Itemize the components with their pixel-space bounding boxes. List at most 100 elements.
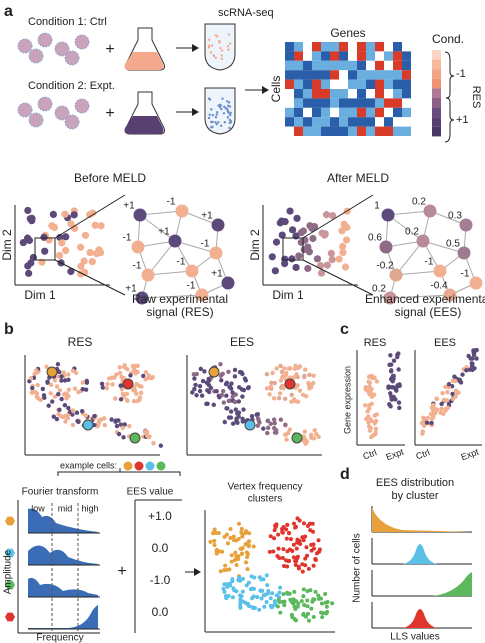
cell-dot xyxy=(269,381,273,385)
scatter-dot xyxy=(281,256,288,263)
cell xyxy=(75,99,89,113)
expr-dot xyxy=(392,395,396,399)
expr-dot xyxy=(363,403,367,407)
heatmap-cell xyxy=(402,127,411,136)
scatter-dot xyxy=(62,233,69,240)
heatmap-cell xyxy=(384,80,393,89)
condition-cell xyxy=(432,88,441,98)
y-axis-title: Amplitude xyxy=(3,549,14,594)
heatmap-cell xyxy=(303,117,312,126)
expr-dot xyxy=(396,367,400,371)
heatmap-cell xyxy=(330,42,339,51)
cell-dot xyxy=(144,429,148,433)
x-tick-label: Expt xyxy=(460,446,481,462)
scatter-dot xyxy=(93,250,100,257)
heatmap-cell xyxy=(384,42,393,51)
cell-dot xyxy=(208,540,212,544)
tube-cell xyxy=(227,110,229,112)
cell-dot xyxy=(304,545,308,549)
cell-dot xyxy=(63,403,67,407)
tube-cell xyxy=(216,113,218,115)
tube-cell xyxy=(223,112,225,114)
heatmap-cell xyxy=(312,51,321,60)
scatter-dot xyxy=(322,230,329,237)
cell-dot xyxy=(287,366,291,370)
expr-dot xyxy=(464,368,468,372)
heatmap-cell xyxy=(357,42,366,51)
cell xyxy=(18,39,32,53)
node-label: 0.3 xyxy=(448,211,462,222)
cell-dot xyxy=(308,588,312,592)
cell-dot xyxy=(226,370,230,374)
cell-dot xyxy=(237,385,241,389)
cell-dot xyxy=(233,374,237,378)
cell-dot xyxy=(217,531,221,535)
heatmap-cell xyxy=(366,127,375,136)
graph-node xyxy=(222,277,235,290)
cell-dot xyxy=(244,560,248,564)
heatmap-cell xyxy=(402,80,411,89)
cell xyxy=(65,51,79,65)
heatmap-cell xyxy=(366,70,375,79)
condition-level: +1 xyxy=(456,114,469,126)
cell-dot xyxy=(223,564,227,568)
condition-label: Condition 1: Ctrl xyxy=(28,16,107,28)
cell-dot xyxy=(293,399,297,403)
expr-dot xyxy=(471,348,475,352)
heatmap-cell xyxy=(357,127,366,136)
heatmap-cell xyxy=(294,70,303,79)
cell-dot xyxy=(278,611,282,615)
condition-cell xyxy=(432,50,441,60)
heatmap-cell xyxy=(330,70,339,79)
cell-dot xyxy=(272,536,276,540)
cell-dot xyxy=(304,615,308,619)
tube-cell xyxy=(212,114,214,116)
cell-dot xyxy=(278,364,282,368)
scatter-dot xyxy=(28,217,35,224)
cell-dot xyxy=(273,430,277,434)
heatmap-cell xyxy=(393,98,402,107)
caption: signal (RES) xyxy=(146,305,213,319)
scatter-dot xyxy=(295,252,302,259)
map-title: RES xyxy=(68,335,93,349)
heatmap-cell xyxy=(330,98,339,107)
cell-dot xyxy=(280,370,284,374)
x-axis-title: LLS values xyxy=(390,632,439,643)
heatmap-cell xyxy=(375,42,384,51)
cell-dot xyxy=(245,583,249,587)
cell-dot xyxy=(105,386,109,390)
cell-dot xyxy=(298,518,302,522)
cell-dot xyxy=(66,406,70,410)
cell-dot xyxy=(230,390,234,394)
example-cell xyxy=(146,462,155,471)
cell-dot xyxy=(318,548,322,552)
condition-cell xyxy=(432,108,441,118)
cell-dot xyxy=(302,603,306,607)
tube-cell xyxy=(210,121,212,123)
cell-dot xyxy=(109,417,113,421)
heatmap-cell xyxy=(375,51,384,60)
tube-cell xyxy=(208,117,210,119)
expr-dot xyxy=(394,388,398,392)
scatter-dot xyxy=(329,256,336,263)
example-cells-label: example cells: xyxy=(60,460,117,470)
cell-dot xyxy=(75,411,79,415)
heatmap-cell xyxy=(375,98,384,107)
example-cell xyxy=(245,420,255,430)
cell-dot xyxy=(315,551,319,555)
expr-dot xyxy=(452,374,456,378)
cell-dot xyxy=(311,597,315,601)
clusters-title: Vertex frequency xyxy=(227,482,302,493)
cell-dot xyxy=(242,388,246,392)
cell-dot xyxy=(56,362,60,366)
cell-dot xyxy=(269,604,273,608)
cell-dot xyxy=(252,544,256,548)
cell-dot xyxy=(224,582,228,586)
cell-dot xyxy=(307,373,311,377)
tube-cell xyxy=(227,105,229,107)
cell-dot xyxy=(274,525,278,529)
cell-dot xyxy=(246,567,250,571)
cell xyxy=(29,113,43,127)
heatmap-cell xyxy=(348,42,357,51)
cell-dot xyxy=(284,371,288,375)
